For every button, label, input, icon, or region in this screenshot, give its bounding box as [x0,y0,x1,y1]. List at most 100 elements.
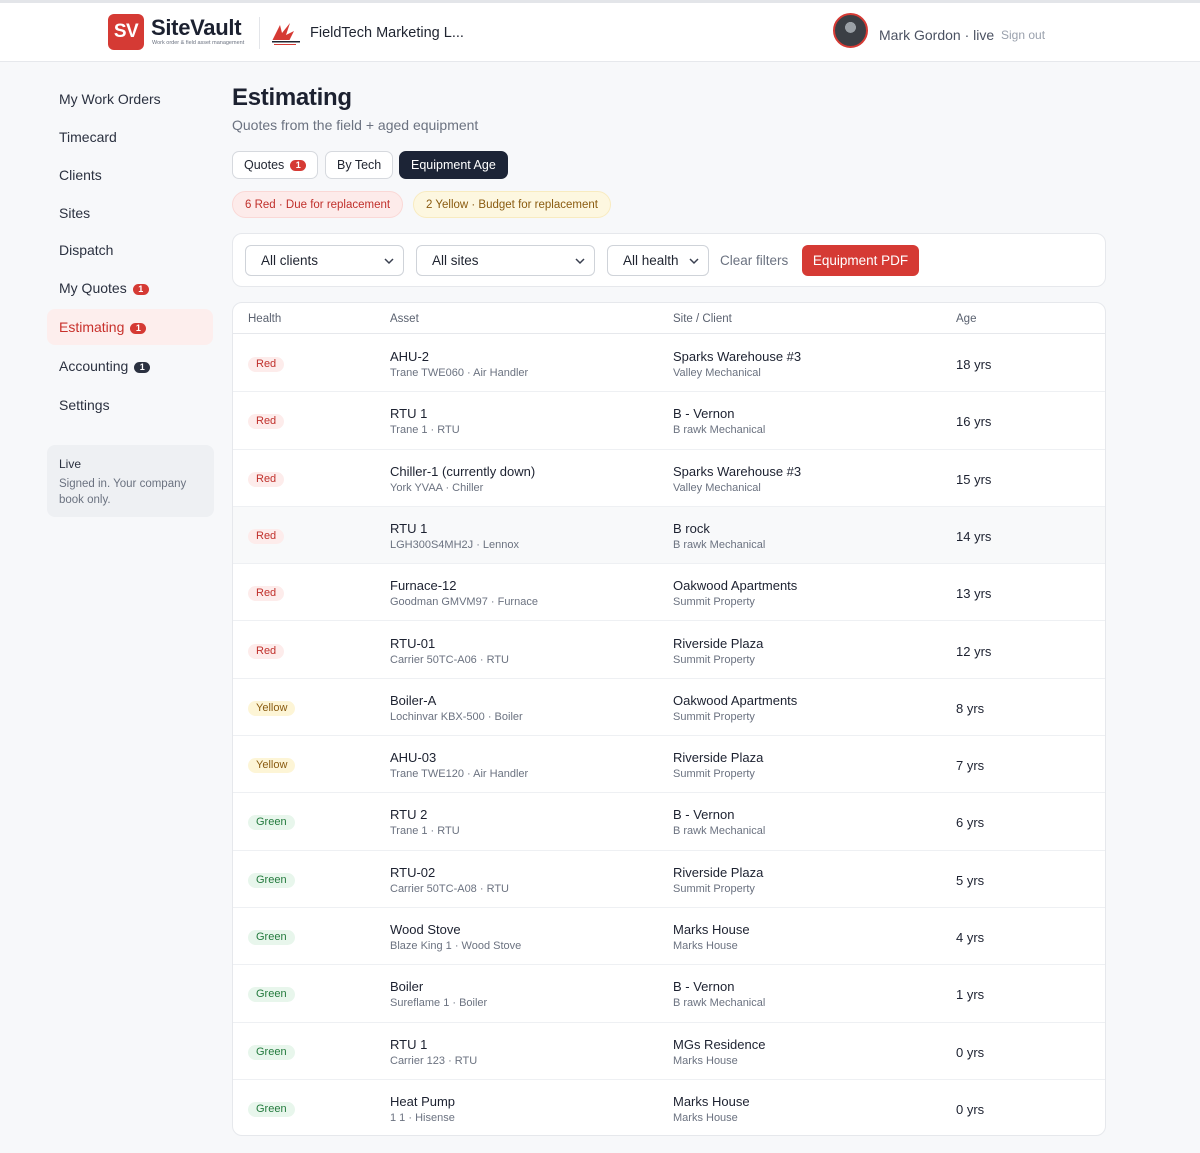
equipment-table: Health Asset Site / Client Age Red AHU-2 T… [232,302,1106,1136]
asset-name[interactable]: AHU-03 [390,750,437,766]
sidebar-item-label: My Work Orders [59,91,161,107]
asset-name[interactable]: RTU 2 [390,807,428,823]
count-badge: 1 [290,160,307,171]
count-badge: 1 [130,323,147,334]
health-badge: Red [248,643,285,659]
user-name-label: Mark Gordon · live [879,27,995,43]
brand-logo-icon[interactable]: SV [108,14,144,50]
site-filter-value: All sites [432,253,479,268]
table-row[interactable]: Yellow Boiler-A Lochinvar KBX-500 · Boiler… [233,679,1105,737]
equipment-pdf-button[interactable]: Equipment PDF [802,245,919,276]
site-name[interactable]: Marks House [673,1093,750,1109]
asset-name[interactable]: AHU-2 [390,349,430,364]
tab-quotes[interactable]: Quotes 1 [232,151,319,179]
sidebar-item-my-quotes[interactable]: My Quotes 1 [47,270,213,306]
asset-name[interactable]: RTU-01 [390,635,436,651]
table-row[interactable]: Red Chiller-1 (currently down) York YVAA ·… [233,450,1105,507]
site-filter-select[interactable]: All sites [416,245,595,276]
tab-by-tech[interactable]: By Tech [325,151,394,179]
sidebar-item-estimating[interactable]: Estimating 1 [47,309,213,345]
site-name[interactable]: Oakwood Apartments [673,692,798,708]
site-name[interactable]: Riverside Plaza [673,864,764,880]
asset-name[interactable]: RTU 1 [390,406,428,422]
asset-detail: Carrier 123 · RTU [390,1054,478,1067]
brand-name[interactable]: SiteVault [151,15,242,40]
client-name: B rawk Mechanical [673,538,766,551]
asset-age: 15 yrs [956,471,992,487]
table-row[interactable]: Green RTU-02 Carrier 50TC-A08 · RTU Riversi… [233,851,1105,908]
site-name[interactable]: MGs Residence [673,1036,766,1052]
asset-age: 12 yrs [956,643,992,659]
chevron-down-icon [689,258,699,265]
sign-out-link[interactable]: Sign out [1001,28,1046,42]
asset-name[interactable]: Wood Stove [390,922,461,937]
table-row[interactable]: Red RTU 1 Trane 1 · RTU B - Vernon B rawk Me… [233,392,1105,450]
asset-name[interactable]: Heat Pump [390,1093,456,1109]
sidebar-item-label: Sites [59,205,91,221]
table-row[interactable]: Green RTU 1 Carrier 123 · RTU MGs Residence… [233,1023,1105,1080]
company-name[interactable]: FieldTech Marketing L... [310,25,464,41]
tab-equipment-age[interactable]: Equipment Age [399,151,508,179]
health-badge: Green [248,815,295,831]
site-name[interactable]: Marks House [673,922,750,937]
clear-filters-link[interactable]: Clear filters [720,253,789,268]
client-name: B rawk Mechanical [673,997,766,1010]
health-badge: Red [248,414,285,430]
table-row[interactable]: Green Boiler Sureflame 1 · Boiler B - Verno… [233,965,1105,1023]
table-row[interactable]: Red AHU-2 Trane TWE060 · Air Handler Sparks… [233,335,1105,393]
table-header: Health Asset Site / Client Age [233,303,1105,334]
table-row[interactable]: Green Heat Pump 1 1 · Hisense Marks House Ma… [233,1080,1105,1135]
table-row[interactable]: Red RTU 1 LGH300S4MH2J · Lennox B rock B raw… [233,506,1105,565]
site-name[interactable]: Riverside Plaza [673,750,764,766]
sidebar-item-label: Timecard [59,129,117,145]
sidebar-item-my-work-orders[interactable]: My Work Orders [47,81,213,117]
asset-name[interactable]: Boiler-A [390,692,437,708]
site-name[interactable]: Oakwood Apartments [673,578,798,594]
table-row[interactable]: Green RTU 2 Trane 1 · RTU B - Vernon B rawk … [233,793,1105,851]
asset-detail: Lochinvar KBX-500 · Boiler [390,710,523,723]
site-name[interactable]: B - Vernon [673,406,735,422]
health-badge: Green [248,1044,295,1060]
count-badge: 1 [132,284,149,295]
table-row[interactable]: Green Wood Stove Blaze King 1 · Wood Stove… [233,908,1105,966]
client-filter-value: All clients [261,253,319,268]
client-name: Summit Property [673,653,755,666]
column-header-health[interactable]: Health [248,313,282,325]
table-row[interactable]: Yellow AHU-03 Trane TWE120 · Air Handler Ri… [233,736,1105,794]
client-filter-select[interactable]: All clients [245,245,404,276]
sidebar-item-clients[interactable]: Clients [47,157,213,193]
client-name: B rawk Mechanical [673,424,766,437]
window-top-border [0,0,1200,3]
user-avatar[interactable] [833,13,868,48]
site-name[interactable]: Sparks Warehouse #3 [673,349,802,364]
session-status-title: Live [59,457,82,471]
table-row[interactable]: Red Furnace-12 Goodman GMVM97 · Furnace Oak… [233,564,1105,622]
asset-name[interactable]: Furnace-12 [390,578,457,594]
site-name[interactable]: B - Vernon [673,979,735,995]
brand-tagline: Work order & field asset management [152,40,245,46]
asset-name[interactable]: RTU-02 [390,864,436,880]
sidebar-item-sites[interactable]: Sites [47,195,213,231]
column-header-site-client[interactable]: Site / Client [673,313,732,325]
sidebar-item-accounting[interactable]: Accounting 1 [47,348,213,384]
table-row[interactable]: Red RTU-01 Carrier 50TC-A06 · RTU Riverside… [233,622,1105,679]
site-name[interactable]: B - Vernon [673,807,735,823]
site-name[interactable]: B rock [673,520,710,536]
client-name: Summit Property [673,882,755,895]
asset-name[interactable]: Chiller-1 (currently down) [390,463,536,479]
column-header-asset[interactable]: Asset [390,313,419,325]
site-name[interactable]: Riverside Plaza [673,635,764,651]
column-header-age[interactable]: Age [956,313,977,325]
asset-name[interactable]: RTU 1 [390,520,428,536]
session-status-card: Live Signed in. Your company book only. [47,445,214,517]
sidebar-item-timecard[interactable]: Timecard [47,119,213,155]
asset-name[interactable]: Boiler [390,979,424,995]
health-badge: Red [248,586,285,602]
sidebar-item-settings[interactable]: Settings [47,387,213,423]
health-badge: Red [248,357,285,372]
sidebar-item-label: My Quotes [59,280,127,296]
sidebar-item-dispatch[interactable]: Dispatch [47,232,213,268]
health-filter-select[interactable]: All health [607,245,709,276]
asset-name[interactable]: RTU 1 [390,1036,428,1052]
site-name[interactable]: Sparks Warehouse #3 [673,463,802,479]
